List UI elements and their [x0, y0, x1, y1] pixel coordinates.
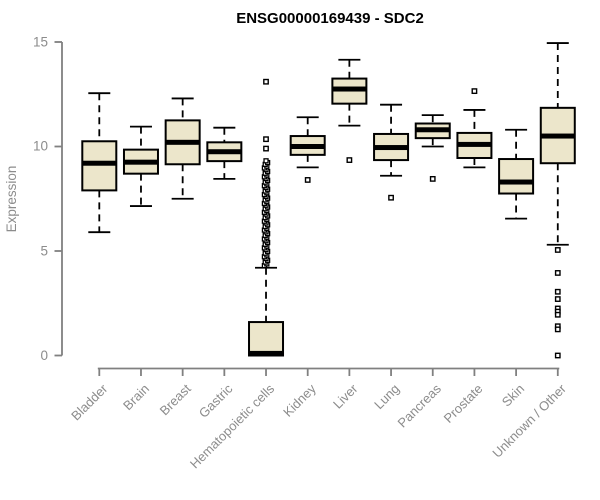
x-category-label-unknown-other: Unknown / Other [489, 381, 569, 461]
boxplot-prostate [456, 88, 493, 169]
median-line [123, 159, 158, 165]
x-category-label-liver: Liver [330, 381, 361, 412]
median-line [207, 149, 242, 155]
boxplot-unknown-other [539, 42, 576, 359]
median-line [165, 139, 200, 145]
x-category-label-breast: Breast [157, 381, 194, 418]
outlier-point [388, 194, 394, 201]
outlier-point [263, 145, 269, 152]
x-category-label-kidney: Kidney [280, 381, 319, 420]
outlier-point [304, 177, 311, 183]
median-line [415, 127, 450, 133]
boxplot-skin [498, 128, 535, 220]
boxplot-lung [373, 103, 410, 201]
outlier-point [554, 247, 561, 253]
median-line [540, 133, 575, 139]
y-tick-label-5: 5 [40, 244, 48, 259]
outlier-point [471, 88, 478, 95]
x-category-label-lung: Lung [371, 381, 402, 412]
median-line [374, 145, 409, 151]
y-tick-label-0: 0 [40, 348, 48, 363]
y-tick-labels: 0 5 10 15 [33, 35, 48, 364]
median-line [249, 350, 284, 356]
axes [54, 41, 560, 376]
outlier-point [554, 352, 561, 359]
chart-title: ENSG00000169439 - SDC2 [236, 10, 424, 27]
plot-area [81, 42, 576, 359]
box [81, 140, 118, 192]
median-line [499, 179, 534, 185]
outlier-point [429, 175, 436, 182]
boxplot-breast [164, 97, 201, 200]
outlier-point [263, 158, 269, 164]
median-line [290, 144, 325, 149]
box [498, 158, 535, 195]
boxplot-kidney [289, 116, 326, 183]
outlier-point [346, 157, 353, 163]
y-tick-label-10: 10 [33, 139, 48, 154]
boxplot-hematopoietic-cells [248, 78, 285, 357]
x-category-label-prostate: Prostate [441, 381, 486, 426]
x-category-labels: Bladder Brain Breast Gastric Hematopoiet… [68, 381, 569, 472]
boxplot-liver [331, 58, 368, 163]
boxplot-brain [122, 125, 159, 207]
outlier-point [263, 136, 269, 143]
outlier-point [554, 326, 561, 333]
boxplot-gastric [206, 126, 243, 180]
boxplot-pancreas [414, 114, 451, 182]
median-line [332, 86, 367, 92]
outlier-point [554, 288, 561, 295]
outlier-point [554, 296, 561, 302]
x-category-label-bladder: Bladder [68, 381, 111, 424]
outlier-point [554, 311, 561, 318]
boxplot-bladder [81, 92, 118, 234]
x-category-label-brain: Brain [120, 381, 152, 413]
median-line [457, 141, 492, 147]
outlier-point [554, 270, 561, 276]
x-category-label-skin: Skin [499, 381, 527, 409]
median-line [82, 160, 117, 166]
x-category-label-pancreas: Pancreas [394, 381, 444, 431]
y-tick-label-15: 15 [33, 35, 48, 50]
outlier-point [263, 78, 269, 85]
box [248, 321, 285, 357]
y-axis-title: Expression [4, 166, 19, 233]
x-category-label-gastric: Gastric [196, 381, 236, 421]
